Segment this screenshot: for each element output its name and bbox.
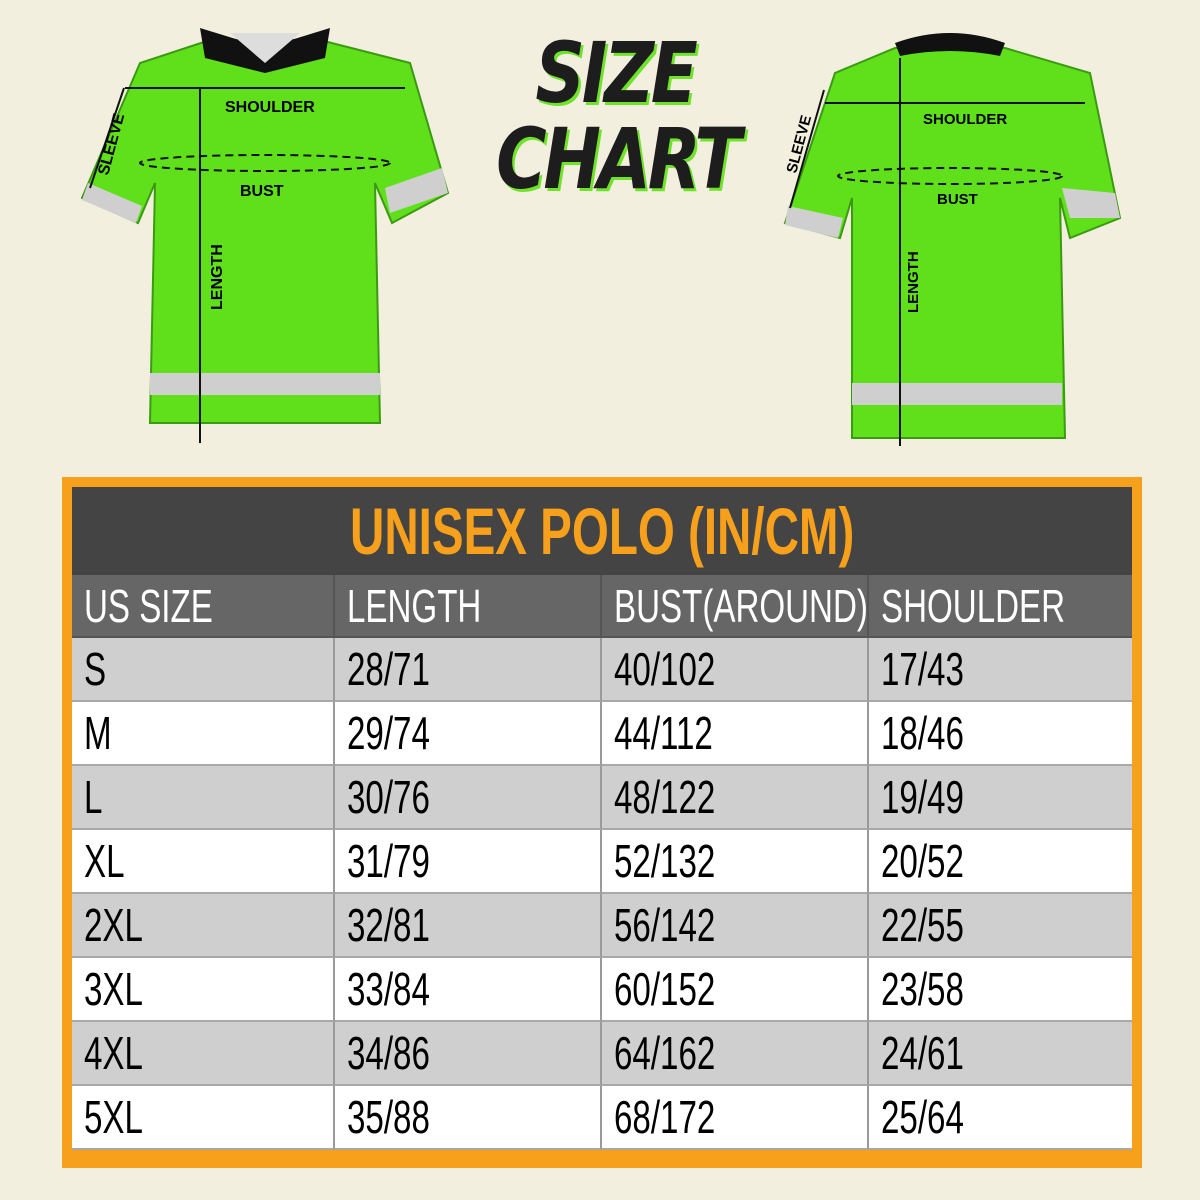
title-line-1: SIZE xyxy=(535,24,697,122)
back-length-label: LENGTH xyxy=(905,251,922,313)
back-shirt-illustration: SHOULDER BUST LENGTH SLEEVE xyxy=(783,33,1122,446)
table-row: 2XL 32/81 56/142 22/55 xyxy=(72,894,1132,958)
header-cell: US SIZE xyxy=(72,575,335,638)
cell-value: 40/102 xyxy=(614,643,716,695)
cell-value: 30/76 xyxy=(347,771,430,823)
table-cell: 20/52 xyxy=(869,830,1132,894)
table-cell: 56/142 xyxy=(602,894,869,958)
table-cell: 35/88 xyxy=(335,1086,602,1150)
size-table-frame: UNISEX POLO (IN/CM) US SIZE LENGTH BUST(… xyxy=(62,477,1142,1168)
header-shoulder: SHOULDER xyxy=(881,579,1066,632)
cell-value: 35/88 xyxy=(347,1091,430,1143)
size-table: UNISEX POLO (IN/CM) US SIZE LENGTH BUST(… xyxy=(72,487,1132,1150)
table-cell: 40/102 xyxy=(602,638,869,702)
front-shirt-illustration: SHOULDER BUST LENGTH SLEEVE xyxy=(80,28,450,443)
table-row: M 29/74 44/112 18/46 xyxy=(72,702,1132,766)
cell-value: 25/64 xyxy=(881,1091,964,1143)
cell-value: 44/112 xyxy=(614,707,713,759)
front-length-label: LENGTH xyxy=(209,244,226,310)
table-cell: 29/74 xyxy=(335,702,602,766)
cell-value: 64/162 xyxy=(614,1027,716,1079)
table-cell: 31/79 xyxy=(335,830,602,894)
front-bust-label: BUST xyxy=(240,183,284,200)
size-chart-title: SIZE CHART xyxy=(470,30,760,202)
cell-value: 5XL xyxy=(84,1091,143,1143)
header-length: LENGTH xyxy=(347,579,482,632)
cell-value: 32/81 xyxy=(347,899,430,951)
table-cell: XL xyxy=(72,830,335,894)
table-cell: 18/46 xyxy=(869,702,1132,766)
table-cell: 52/132 xyxy=(602,830,869,894)
table-row: 3XL 33/84 60/152 23/58 xyxy=(72,958,1132,1022)
header-bust: BUST(AROUND) xyxy=(614,579,868,632)
table-cell: 44/112 xyxy=(602,702,869,766)
table-cell: 5XL xyxy=(72,1086,335,1150)
header-cell: SHOULDER xyxy=(869,575,1132,638)
cell-value: 24/61 xyxy=(881,1027,964,1079)
cell-value: 28/71 xyxy=(347,643,430,695)
cell-value: 19/49 xyxy=(881,771,964,823)
cell-value: 29/74 xyxy=(347,707,430,759)
table-cell: 30/76 xyxy=(335,766,602,830)
cell-value: 60/152 xyxy=(614,963,716,1015)
title-line-2: CHART xyxy=(496,110,741,208)
table-cell: L xyxy=(72,766,335,830)
table-cell: 60/152 xyxy=(602,958,869,1022)
table-cell: 25/64 xyxy=(869,1086,1132,1150)
cell-value: 17/43 xyxy=(881,643,964,695)
table-cell: 23/58 xyxy=(869,958,1132,1022)
table-cell: 22/55 xyxy=(869,894,1132,958)
cell-value: 52/132 xyxy=(614,835,716,887)
header-cell: LENGTH xyxy=(335,575,602,638)
cell-value: 34/86 xyxy=(347,1027,430,1079)
cell-value: 31/79 xyxy=(347,835,430,887)
table-header-row: US SIZE LENGTH BUST(AROUND) SHOULDER xyxy=(72,575,1132,638)
cell-value: L xyxy=(84,771,103,823)
cell-value: 23/58 xyxy=(881,963,964,1015)
table-cell: 2XL xyxy=(72,894,335,958)
cell-value: 3XL xyxy=(84,963,143,1015)
back-shoulder-label: SHOULDER xyxy=(923,111,1007,128)
table-row: 5XL 35/88 68/172 25/64 xyxy=(72,1086,1132,1150)
cell-value: 33/84 xyxy=(347,963,430,1015)
cell-value: 18/46 xyxy=(881,707,964,759)
table-title-bar: UNISEX POLO (IN/CM) xyxy=(72,487,1132,575)
table-row: XL 31/79 52/132 20/52 xyxy=(72,830,1132,894)
table-title: UNISEX POLO (IN/CM) xyxy=(349,494,855,568)
table-cell: 33/84 xyxy=(335,958,602,1022)
table-row: 4XL 34/86 64/162 24/61 xyxy=(72,1022,1132,1086)
header-us-size: US SIZE xyxy=(84,579,213,632)
table-row: L 30/76 48/122 19/49 xyxy=(72,766,1132,830)
table-cell: 4XL xyxy=(72,1022,335,1086)
table-row: S 28/71 40/102 17/43 xyxy=(72,638,1132,702)
table-cell: 19/49 xyxy=(869,766,1132,830)
back-bust-label: BUST xyxy=(937,191,978,208)
cell-value: 68/172 xyxy=(614,1091,716,1143)
cell-value: M xyxy=(84,707,112,759)
table-cell: 32/81 xyxy=(335,894,602,958)
table-cell: 64/162 xyxy=(602,1022,869,1086)
header-cell: BUST(AROUND) xyxy=(602,575,869,638)
cell-value: 4XL xyxy=(84,1027,143,1079)
table-cell: 68/172 xyxy=(602,1086,869,1150)
table-cell: 48/122 xyxy=(602,766,869,830)
table-cell: M xyxy=(72,702,335,766)
table-cell: 28/71 xyxy=(335,638,602,702)
cell-value: S xyxy=(84,643,107,695)
cell-value: 48/122 xyxy=(614,771,716,823)
table-cell: 24/61 xyxy=(869,1022,1132,1086)
cell-value: 56/142 xyxy=(614,899,716,951)
cell-value: 20/52 xyxy=(881,835,964,887)
cell-value: 2XL xyxy=(84,899,143,951)
cell-value: XL xyxy=(84,835,125,887)
table-cell: 3XL xyxy=(72,958,335,1022)
cell-value: 22/55 xyxy=(881,899,964,951)
table-cell: S xyxy=(72,638,335,702)
table-cell: 34/86 xyxy=(335,1022,602,1086)
table-cell: 17/43 xyxy=(869,638,1132,702)
front-shoulder-label: SHOULDER xyxy=(225,99,315,116)
